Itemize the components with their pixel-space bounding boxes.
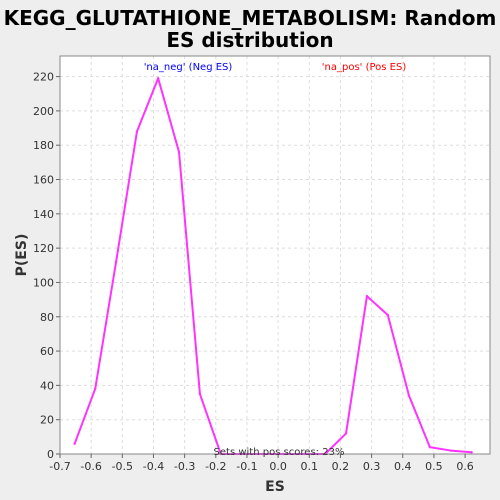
data-point	[386, 313, 389, 317]
data-point	[344, 432, 348, 435]
data-point	[428, 445, 432, 449]
x-axis-label: ES	[265, 479, 285, 495]
data-point	[73, 442, 76, 445]
x-tick-label: -0.2	[205, 460, 226, 473]
pos-scores-label: Sets with pos scores: 23%	[214, 447, 345, 458]
data-point	[407, 394, 411, 397]
data-point	[365, 294, 369, 298]
data-point	[449, 449, 452, 452]
data-point	[177, 150, 181, 154]
x-tick-label: -0.4	[143, 460, 164, 473]
x-tick-label: 0.5	[425, 460, 443, 473]
chart-title-line-1: KEGG_GLUTATHIONE_METABOLISM: Random	[4, 6, 497, 30]
data-point	[156, 77, 160, 80]
x-tick-label: 0.0	[269, 460, 287, 473]
y-tick-label: 40	[40, 379, 54, 392]
plot-area	[60, 56, 490, 454]
chart-title-line-2: ES distribution	[166, 28, 333, 52]
data-point	[94, 387, 97, 391]
neg-es-label: 'na_neg' (Neg ES)	[144, 62, 233, 73]
plot-border	[59, 55, 491, 455]
data-point	[114, 260, 118, 264]
x-tick-label: 0.3	[363, 460, 381, 473]
y-tick-label: 220	[33, 71, 54, 84]
y-tick-label: 140	[33, 208, 54, 221]
y-axis-label: P(ES)	[14, 234, 30, 277]
y-tick-label: 0	[47, 448, 54, 461]
x-tick-label: -0.3	[174, 460, 195, 473]
x-tick-label: 0.6	[456, 460, 474, 473]
x-tick-label: -0.6	[80, 460, 101, 473]
x-tick-label: -0.7	[49, 460, 70, 473]
y-tick-label: 20	[40, 414, 54, 427]
x-tick-label: 0.2	[332, 460, 350, 473]
data-point	[135, 130, 139, 133]
data-point	[198, 392, 202, 396]
y-tick-label: 80	[40, 311, 54, 324]
y-tick-label: 200	[33, 105, 54, 118]
x-tick-label: -0.5	[112, 460, 133, 473]
y-tick-label: 160	[33, 174, 54, 187]
x-tick-label: 0.4	[394, 460, 412, 473]
y-tick-label: 60	[40, 345, 54, 358]
y-tick-label: 180	[33, 139, 54, 152]
x-tick-label: -0.1	[236, 460, 257, 473]
grid	[59, 56, 490, 455]
y-tick-label: 120	[33, 242, 54, 255]
y-tick-label: 100	[33, 276, 54, 289]
x-tick-label: 0.1	[301, 460, 319, 473]
axis-ticks: -0.7 -0.6 -0.5 -0.4 -0.3 -0.2 -0.1 0.0 0.1 0.2 0.3…	[33, 71, 474, 473]
pos-es-label: 'na_pos' (Pos ES)	[322, 62, 407, 73]
data-point	[470, 451, 473, 454]
